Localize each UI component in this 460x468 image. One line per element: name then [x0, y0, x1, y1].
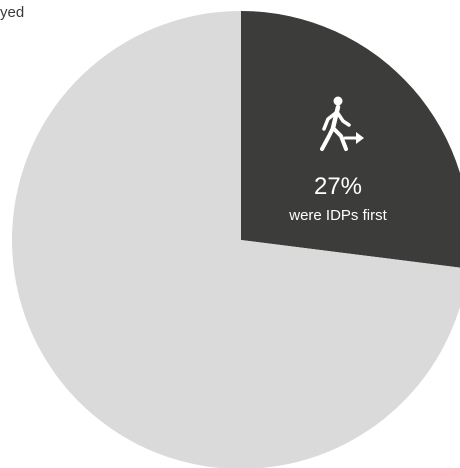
slice-value-label: 27% [314, 173, 362, 200]
slice-description-label: were IDPs first [288, 207, 387, 224]
pie-slice-0 [241, 11, 460, 268]
header-fragment-text: yed [0, 4, 25, 21]
pie-slice-1 [12, 11, 460, 468]
walking-person-arrow-icon [320, 96, 364, 151]
